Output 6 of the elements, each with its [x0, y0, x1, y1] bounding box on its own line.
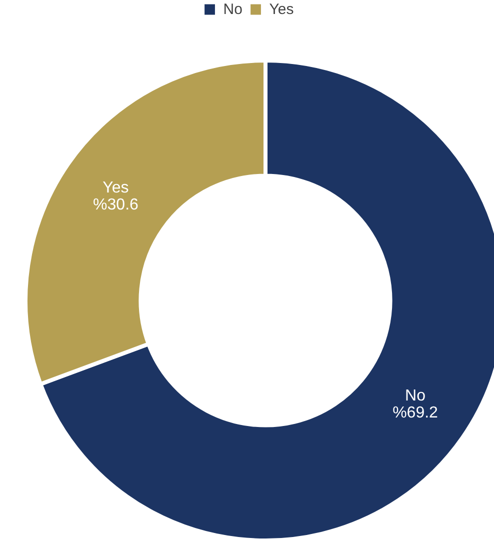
data-label: %69.2: [392, 404, 438, 422]
data-label: %30.6: [93, 196, 139, 214]
slice-label: Yes: [102, 179, 129, 196]
legend-label: No: [223, 0, 244, 18]
slice-label: No: [405, 388, 426, 405]
legend-label: Yes: [269, 0, 294, 18]
